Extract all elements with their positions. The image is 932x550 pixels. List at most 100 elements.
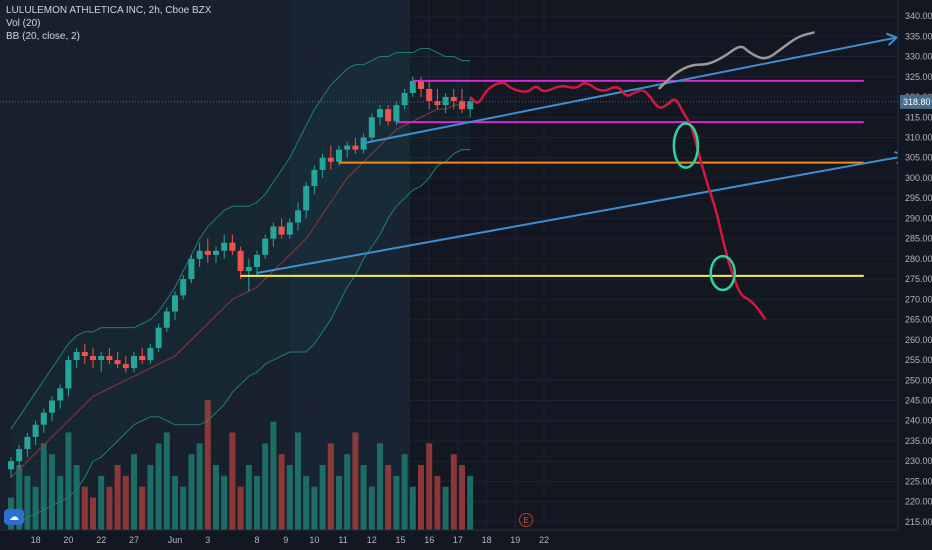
volume-bar <box>188 454 195 530</box>
volume-bar <box>467 475 474 530</box>
legend-symbol: LULULEMON ATHLETICA INC, 2h, Cboe BZX <box>6 5 212 16</box>
price-tick-label: 300.00 <box>905 173 932 183</box>
candle-body <box>442 97 449 106</box>
volume-bar <box>131 454 137 530</box>
legend-volume: Vol (20) <box>6 18 41 29</box>
time-tick-label: 12 <box>367 535 377 545</box>
candle-body <box>49 400 55 413</box>
time-tick-label: 17 <box>453 535 463 545</box>
candle-body <box>180 279 187 296</box>
volume-bar <box>254 475 260 530</box>
highlight-circle <box>709 254 737 292</box>
volume-bar <box>295 432 301 530</box>
candle-body <box>409 80 416 93</box>
price-tick-label: 265.00 <box>905 315 932 325</box>
candle-body <box>32 424 39 437</box>
price-tick-label: 295.00 <box>905 193 932 203</box>
volume-bar <box>163 432 170 530</box>
candle-body <box>204 250 211 255</box>
time-tick-label: 15 <box>395 535 405 545</box>
volume-bar <box>204 400 211 530</box>
price-tick-label: 260.00 <box>905 335 932 345</box>
candle-body <box>172 295 178 312</box>
highlight-circle <box>672 122 700 169</box>
trend-line <box>363 36 897 145</box>
candle-body <box>352 145 359 150</box>
price-tick-label: 310.00 <box>905 132 932 142</box>
candle-body <box>188 258 195 280</box>
time-tick-label: Jun <box>168 535 183 545</box>
price-tick-label: 280.00 <box>905 254 932 264</box>
time-tick-label: 19 <box>510 535 520 545</box>
bollinger-basis <box>10 104 471 478</box>
volume-bar <box>303 475 310 530</box>
bollinger-fill <box>11 48 471 526</box>
candle-body <box>237 250 244 272</box>
price-tick-label: 275.00 <box>905 274 932 284</box>
candle-body <box>213 250 219 255</box>
trend-arrow-head <box>885 32 899 46</box>
candle-body <box>40 412 47 425</box>
candle-body <box>319 157 326 170</box>
price-tick-label: 290.00 <box>905 213 932 223</box>
projected-path-bearish <box>469 81 767 321</box>
candle-body <box>377 109 383 118</box>
volume-bar <box>401 454 408 530</box>
candle-body <box>131 356 137 369</box>
candle-body <box>114 360 121 365</box>
time-tick-label: 10 <box>309 535 319 545</box>
volume-bar <box>327 443 334 530</box>
price-tick-label: 340.00 <box>905 11 932 21</box>
tradingview-cloud-icon[interactable]: ☁ <box>4 509 24 525</box>
time-tick-label: 20 <box>63 535 73 545</box>
candle-body <box>229 242 236 251</box>
candle-body <box>262 238 269 255</box>
volume-bar <box>106 486 113 530</box>
candle-body <box>98 356 105 361</box>
candle-body <box>139 356 146 361</box>
volume-bar <box>196 443 203 530</box>
candle-body <box>368 117 375 138</box>
legend-bollinger: BB (20, close, 2) <box>6 31 80 42</box>
price-tick-label: 335.00 <box>905 31 932 41</box>
price-tick-label: 225.00 <box>905 476 932 486</box>
time-tick-label: 3 <box>205 535 210 545</box>
price-tick-label: 305.00 <box>905 153 932 163</box>
candle-body <box>459 101 465 110</box>
earnings-marker[interactable]: E <box>519 513 533 527</box>
price-tick-label: 235.00 <box>905 436 932 446</box>
candle-body <box>303 186 310 211</box>
volume-bar <box>98 475 105 530</box>
volume-bar <box>40 443 47 530</box>
volume-bar <box>409 486 416 530</box>
projected-path-bullish <box>657 31 815 90</box>
volume-bar <box>49 454 55 530</box>
time-tick-label: 9 <box>283 535 288 545</box>
volume-bar <box>278 454 285 530</box>
volume-bar <box>442 486 449 530</box>
volume-bar <box>81 486 88 530</box>
candle-body <box>401 92 408 106</box>
candle-body <box>295 210 301 223</box>
time-tick-label: 22 <box>539 535 549 545</box>
price-tick-label: 315.00 <box>905 112 932 122</box>
time-tick-label: 27 <box>129 535 139 545</box>
volume-bar <box>336 475 342 530</box>
volume-bar <box>459 465 465 530</box>
candle-body <box>81 351 88 356</box>
price-tick-label: 325.00 <box>905 72 932 82</box>
candle-body <box>90 356 96 361</box>
time-tick-label: 11 <box>338 535 347 545</box>
bollinger-lower <box>10 149 471 527</box>
time-tick-label: 8 <box>254 535 259 545</box>
volume-bar <box>344 454 351 530</box>
volume-bar <box>24 475 31 530</box>
candle-body <box>278 226 285 235</box>
last-price-label: 318.80 <box>903 97 931 107</box>
price-tick-label: 285.00 <box>905 234 932 244</box>
candle-body <box>327 157 334 162</box>
volume-bar <box>418 465 424 530</box>
volume-bar <box>270 421 277 530</box>
candle-body <box>16 449 23 462</box>
